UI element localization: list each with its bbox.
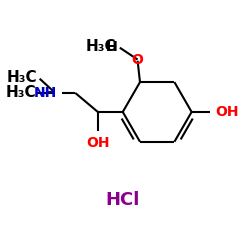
Text: NH: NH [34,86,58,100]
Text: H: H [106,40,118,54]
Text: H₃C: H₃C [7,70,37,85]
Text: O: O [132,52,143,66]
Text: OH: OH [215,105,239,119]
Text: H₃C: H₃C [86,39,116,54]
Text: OH: OH [86,136,110,150]
Text: HCl: HCl [106,191,140,209]
Text: H₃C: H₃C [6,86,36,100]
Text: H: H [106,40,118,54]
